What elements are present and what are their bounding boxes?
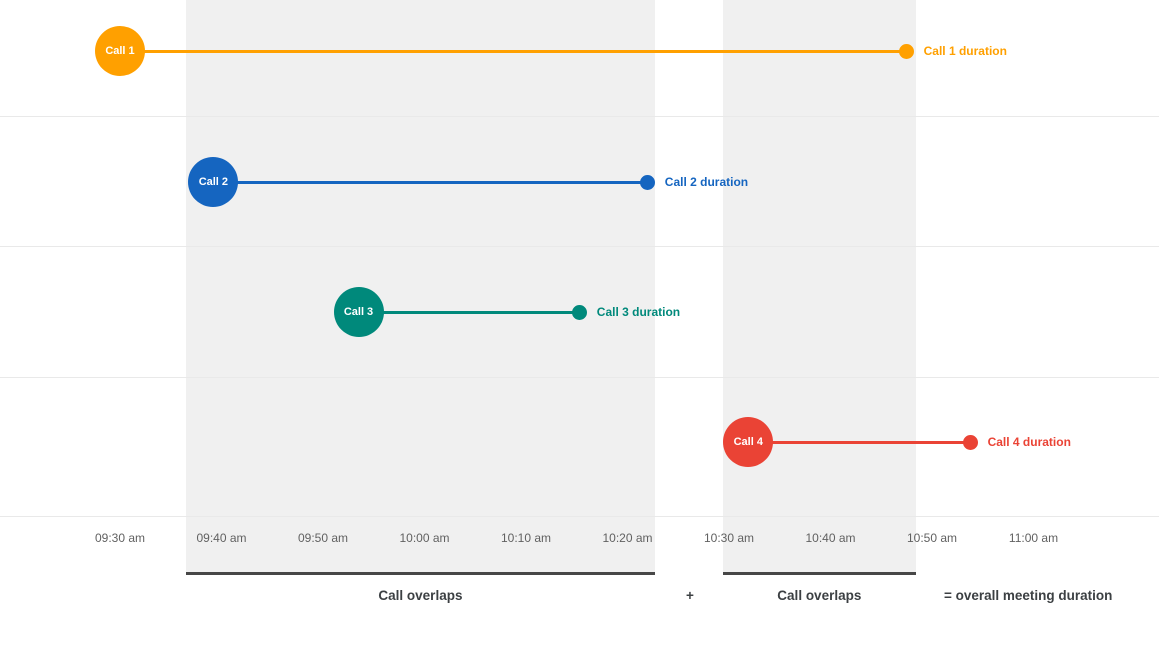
x-tick-label: 10:20 am [602,531,653,545]
gridline [0,377,1159,378]
call-duration-line [213,180,648,184]
gridline [0,116,1159,117]
call-end-marker [572,304,588,320]
plus-sign: + [686,588,694,603]
x-tick-label: 09:50 am [297,531,349,545]
overlap-label: Call overlaps [378,588,463,603]
call-duration-label: Call 1 duration [923,44,1007,58]
call-start-marker: Call 2 [188,157,239,207]
overlap-region [185,0,655,575]
call-duration-line [748,440,971,444]
call-duration-label: Call 2 duration [664,175,749,189]
overall-meeting-duration-label: = overall meeting duration [944,588,1113,603]
x-tick-label: 10:30 am [703,531,755,545]
x-tick-label: 11:00 am [1008,531,1059,545]
call-end-marker [899,43,915,59]
call-end-marker [640,174,656,190]
overlap-underline [722,572,916,575]
call-duration-line [358,310,580,314]
x-tick-label: 10:40 am [805,531,856,545]
call-start-marker: Call 1 [95,26,145,76]
x-tick-label: 09:30 am [94,531,146,545]
x-tick-label: 10:00 am [399,531,450,545]
gridline [0,246,1159,247]
call-start-marker: Call 4 [723,417,774,467]
x-axis-line [0,516,1159,517]
call-start-marker: Call 3 [333,287,384,337]
x-tick-label: 10:10 am [500,531,552,545]
call-duration-label: Call 3 duration [596,305,681,319]
x-tick-label: 10:50 am [906,531,958,545]
overlap-label: Call overlaps [777,588,862,603]
overlap-region [722,0,916,575]
call-end-marker [963,434,979,450]
overlap-underline [185,572,655,575]
call-duration-label: Call 4 duration [987,435,1071,449]
x-tick-label: 09:40 am [196,531,247,545]
call-duration-line [120,49,907,53]
